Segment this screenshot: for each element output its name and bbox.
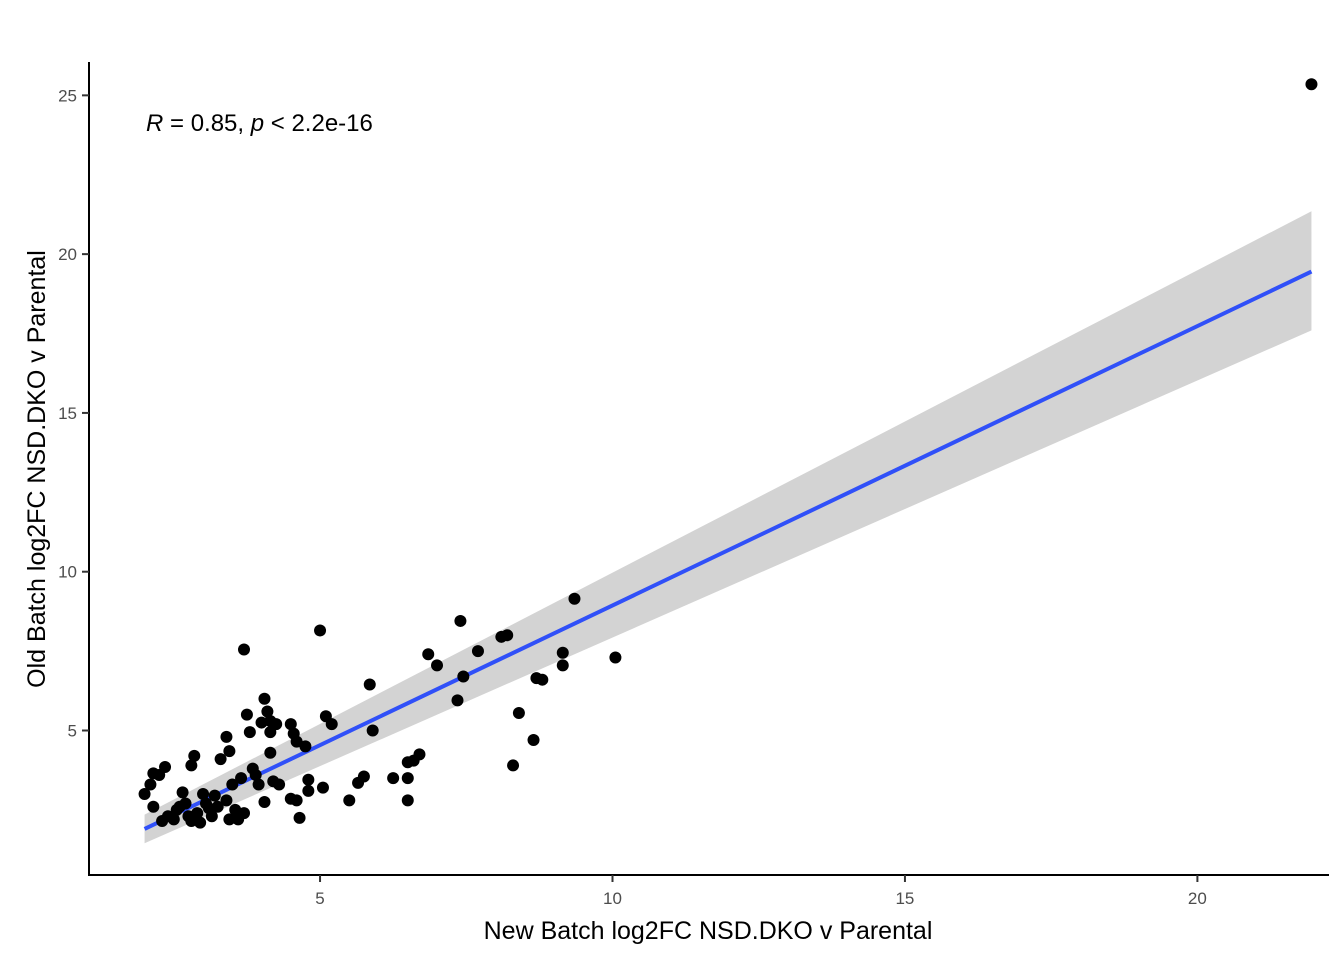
y-tick-label: 5: [68, 722, 77, 741]
data-point: [197, 788, 210, 801]
data-point: [556, 646, 569, 659]
x-tick-label: 15: [895, 889, 914, 908]
data-point: [238, 643, 250, 656]
y-tick-label: 10: [58, 563, 77, 582]
data-point: [413, 748, 426, 761]
data-point: [243, 726, 256, 739]
data-point: [471, 645, 484, 658]
y-axis-title: Old Batch log2FC NSD.DKO v Parental: [23, 250, 51, 688]
data-point: [205, 810, 218, 823]
data-point: [316, 781, 329, 794]
data-point: [454, 614, 467, 627]
annotation-r-value: = 0.85,: [163, 110, 250, 137]
data-point: [138, 788, 151, 801]
data-point: [273, 778, 286, 791]
regression-line: [143, 269, 1313, 831]
data-point: [302, 784, 315, 797]
y-tick-label: 25: [58, 86, 77, 105]
data-point: [261, 705, 274, 718]
points-layer: [138, 78, 1318, 829]
x-tick-label: 5: [315, 889, 324, 908]
data-point: [220, 794, 233, 807]
data-point: [556, 659, 569, 672]
data-point: [343, 794, 356, 807]
data-point: [238, 807, 250, 820]
data-point: [258, 692, 271, 705]
data-point: [167, 813, 180, 826]
y-tick-label: 15: [58, 404, 77, 423]
data-point: [401, 772, 414, 785]
data-point: [208, 789, 221, 802]
axes-layer: 5 10 15 20 5 10 15 20 25: [58, 62, 1329, 908]
data-point: [214, 753, 227, 766]
data-point: [1305, 78, 1318, 91]
y-tick-label: 20: [58, 245, 77, 264]
data-point: [240, 708, 253, 721]
data-point: [185, 759, 198, 772]
data-point: [191, 807, 204, 820]
data-point: [536, 673, 549, 686]
data-point: [211, 800, 224, 813]
annotation-p-symbol: p: [250, 110, 264, 137]
data-point: [179, 797, 192, 810]
data-point: [422, 648, 435, 661]
data-point: [252, 778, 265, 791]
data-point: [176, 786, 189, 799]
data-point: [235, 772, 248, 785]
data-point: [357, 770, 370, 783]
data-point: [512, 707, 525, 720]
confidence-band: [144, 211, 1312, 844]
data-point: [270, 718, 283, 731]
data-point: [507, 759, 520, 772]
data-point: [431, 659, 444, 672]
x-tick-label: 20: [1188, 889, 1207, 908]
data-point: [387, 772, 400, 785]
x-axis-title: New Batch log2FC NSD.DKO v Parental: [484, 917, 933, 945]
data-point: [451, 694, 464, 707]
data-point: [299, 740, 312, 753]
data-point: [147, 800, 160, 813]
data-point: [302, 773, 315, 786]
x-tick-label: 10: [603, 889, 622, 908]
confidence-band-layer: [144, 211, 1312, 844]
data-point: [609, 651, 622, 664]
data-point: [223, 813, 236, 826]
data-point: [527, 734, 540, 747]
data-point: [220, 730, 233, 743]
data-point: [290, 735, 303, 748]
data-point: [194, 816, 207, 829]
data-point: [293, 811, 306, 824]
data-point: [325, 718, 338, 731]
data-point: [223, 745, 236, 758]
data-point: [290, 794, 303, 807]
fit-line-layer: [143, 269, 1313, 831]
data-point: [284, 718, 297, 731]
data-point: [363, 678, 376, 691]
data-point: [226, 778, 239, 791]
data-point: [144, 778, 157, 791]
annotation-r-symbol: R: [146, 110, 163, 137]
data-point: [501, 629, 514, 642]
data-point: [258, 795, 271, 808]
data-point: [159, 761, 172, 774]
data-point: [188, 749, 201, 762]
data-point: [568, 592, 581, 605]
data-point: [314, 624, 327, 637]
data-point: [457, 670, 470, 683]
data-point: [264, 746, 277, 759]
data-point: [249, 768, 262, 781]
annotation-p-value: < 2.2e-16: [264, 110, 373, 137]
annotation-text: R = 0.85, p < 2.2e-16: [146, 110, 373, 137]
data-point: [401, 794, 414, 807]
data-point: [366, 724, 379, 737]
